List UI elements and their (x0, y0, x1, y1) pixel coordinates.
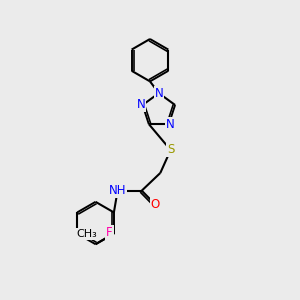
Text: NH: NH (109, 184, 126, 197)
Text: S: S (167, 143, 174, 157)
Text: CH₃: CH₃ (76, 229, 97, 239)
Text: N: N (137, 98, 146, 112)
Text: F: F (106, 226, 113, 239)
Text: N: N (154, 87, 163, 100)
Text: N: N (166, 118, 175, 130)
Text: O: O (151, 198, 160, 211)
